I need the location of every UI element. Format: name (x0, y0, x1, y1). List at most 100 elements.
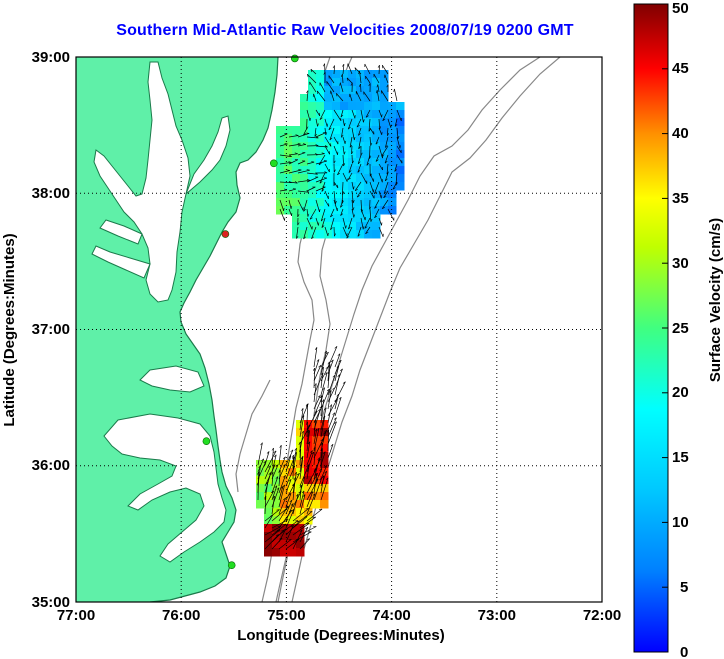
velocity-cell (308, 70, 317, 79)
velocity-cell (308, 118, 317, 127)
velocity-arrowhead (317, 123, 319, 127)
velocity-arrow (373, 73, 380, 84)
velocity-arrow (279, 154, 292, 157)
velocity-arrowhead (316, 428, 320, 431)
velocity-arrowhead (354, 67, 357, 71)
velocity-arrowhead (291, 483, 295, 486)
velocity-arrow (271, 471, 274, 487)
velocity-cell (332, 118, 341, 127)
velocity-arrow (324, 136, 332, 147)
velocity-arrowhead (337, 353, 341, 356)
velocity-arrow (327, 387, 336, 403)
velocity-arrowhead (330, 359, 334, 363)
velocity-arrowhead (330, 443, 334, 447)
velocity-arrowhead (325, 132, 328, 136)
velocity-cell (340, 206, 349, 215)
velocity-cell (356, 166, 365, 175)
velocity-arrowhead (312, 493, 316, 496)
velocity-arrow (306, 464, 310, 480)
velocity-cell (340, 214, 349, 223)
velocity-arrow (306, 90, 309, 102)
y-tick-label: 35:00 (32, 594, 70, 611)
velocity-arrowhead (313, 468, 317, 471)
velocity-cell (364, 206, 373, 215)
velocity-arrowhead (271, 471, 274, 475)
velocity-arrow (299, 449, 302, 466)
velocity-cell (356, 158, 365, 167)
velocity-arrowhead (376, 90, 378, 94)
velocity-arrow (292, 531, 312, 543)
velocity-arrowhead (301, 455, 304, 459)
velocity-cell (340, 198, 349, 207)
velocity-cell (348, 118, 357, 127)
velocity-arrow (351, 199, 354, 211)
velocity-arrow (360, 217, 364, 230)
velocity-arrowhead (317, 457, 320, 461)
velocity-arrow (320, 475, 325, 494)
velocity-arrow (334, 394, 340, 410)
velocity-arrowhead (301, 430, 304, 434)
velocity-cell (300, 102, 309, 111)
velocity-arrowhead (275, 476, 279, 479)
velocity-cell (324, 102, 333, 111)
velocity-arrow (394, 163, 398, 172)
velocity-cell (356, 142, 365, 151)
velocity-cell (332, 102, 341, 111)
velocity-arrow (369, 190, 375, 199)
velocity-arrow (360, 172, 368, 184)
velocity-arrowhead (384, 160, 388, 164)
velocity-cell (364, 222, 373, 231)
velocity-arrow (366, 154, 371, 166)
velocity-cell (356, 222, 365, 231)
velocity-arrow (299, 538, 310, 550)
velocity-cell (388, 142, 397, 151)
velocity-cell (308, 230, 317, 239)
velocity-cell (308, 182, 317, 191)
velocity-arrowhead (298, 169, 302, 171)
velocity-cell (304, 444, 313, 453)
station-marker (290, 54, 299, 63)
velocity-cell (280, 476, 289, 485)
velocity-arrowhead (342, 63, 345, 67)
velocity-arrow (387, 208, 395, 221)
velocity-arrowhead (313, 446, 316, 450)
velocity-arrowhead (330, 214, 333, 218)
velocity-cell (324, 134, 333, 143)
velocity-cell (296, 476, 305, 485)
velocity-arrow (297, 160, 306, 165)
velocity-arrowhead (332, 412, 336, 415)
velocity-arrowhead (257, 471, 259, 475)
velocity-arrow (271, 476, 279, 494)
velocity-arrow (369, 181, 374, 193)
velocity-arrowhead (343, 151, 346, 155)
velocity-cell (308, 134, 317, 143)
velocity-cell (332, 70, 341, 79)
velocity-arrow (340, 208, 344, 216)
velocity-cell (304, 484, 313, 493)
velocity-arrowhead (311, 161, 315, 163)
velocity-cell (364, 126, 373, 135)
velocity-cell (332, 78, 341, 87)
velocity-arrowhead (288, 479, 292, 482)
velocity-cell (312, 460, 321, 469)
velocity-arrowhead (337, 374, 340, 377)
velocity-cell (308, 86, 317, 95)
velocity-arrow (357, 163, 362, 173)
velocity-arrow (365, 109, 371, 118)
velocity-arrow (351, 109, 356, 119)
velocity-cell (300, 142, 309, 151)
velocity-arrow (327, 421, 337, 445)
velocity-cell (324, 110, 333, 119)
velocity-cell (340, 118, 349, 127)
velocity-arrowhead (268, 472, 272, 475)
velocity-arrowhead (291, 454, 294, 458)
velocity-arrowhead (392, 187, 396, 190)
velocity-arrowhead (385, 145, 388, 148)
velocity-arrowhead (357, 234, 361, 237)
velocity-cell (304, 460, 313, 469)
velocity-cell (316, 118, 325, 127)
velocity-arrowhead (325, 477, 329, 481)
velocity-arrow (334, 365, 340, 382)
velocity-cell (324, 142, 333, 151)
